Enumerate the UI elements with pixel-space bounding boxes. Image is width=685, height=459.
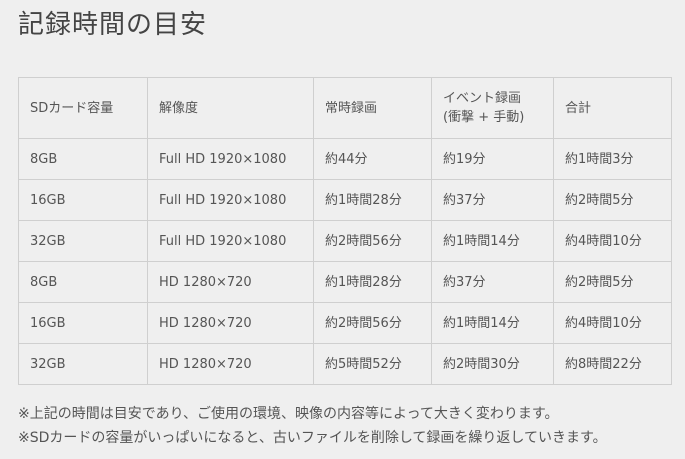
table-cell: 約1時間3分 xyxy=(553,138,672,180)
table-cell: 約37分 xyxy=(431,179,554,221)
table-cell: 8GB xyxy=(18,138,148,180)
table-cell: 約19分 xyxy=(431,138,554,180)
notes: ※上記の時間は目安であり、ご使用の環境、映像の内容等によって大きく変わります。 … xyxy=(18,402,607,450)
note-1: ※上記の時間は目安であり、ご使用の環境、映像の内容等によって大きく変わります。 xyxy=(18,406,559,422)
column-header: 常時録画 xyxy=(313,77,432,139)
table-cell: HD 1280×720 xyxy=(147,343,314,385)
page-title: 記録時間の目安 xyxy=(18,10,208,40)
table-cell: 16GB xyxy=(18,179,148,221)
column-header: イベント録画 (衝撃 + 手動) xyxy=(431,77,554,139)
table-cell: 8GB xyxy=(18,261,148,303)
table-cell: 約2時間5分 xyxy=(553,179,672,221)
table-cell: 約1時間14分 xyxy=(431,302,554,344)
table-cell: 約1時間14分 xyxy=(431,220,554,262)
table-cell: 約2時間56分 xyxy=(313,302,432,344)
table-row: 32GB HD 1280×720 約5時間52分 約2時間30分 約8時間22分 xyxy=(18,343,672,385)
table-row: 8GB Full HD 1920×1080 約44分 約19分 約1時間3分 xyxy=(18,138,672,180)
table-cell: 約2時間5分 xyxy=(553,261,672,303)
table-cell: 約8時間22分 xyxy=(553,343,672,385)
table-cell: HD 1280×720 xyxy=(147,302,314,344)
note-2: ※SDカードの容量がいっぱいになると、古いファイルを削除して録画を繰り返していき… xyxy=(18,430,607,446)
column-header: 解像度 xyxy=(147,77,314,139)
table-cell: 約2時間30分 xyxy=(431,343,554,385)
table-row: 16GB Full HD 1920×1080 約1時間28分 約37分 約2時間5分 xyxy=(18,179,672,221)
table-cell: 約5時間52分 xyxy=(313,343,432,385)
table-header-row: SDカード容量 解像度 常時録画 イベント録画 (衝撃 + 手動) 合計 xyxy=(18,77,672,139)
table-cell: 32GB xyxy=(18,220,148,262)
table-cell: Full HD 1920×1080 xyxy=(147,220,314,262)
column-header: 合計 xyxy=(553,77,672,139)
table-cell: 約1時間28分 xyxy=(313,179,432,221)
recording-time-table: SDカード容量 解像度 常時録画 イベント録画 (衝撃 + 手動) 合計 8GB Full… xyxy=(18,77,672,385)
table-cell: 32GB xyxy=(18,343,148,385)
table-cell: 16GB xyxy=(18,302,148,344)
table-cell: 約44分 xyxy=(313,138,432,180)
table-cell: 約4時間10分 xyxy=(553,220,672,262)
table-cell: 約37分 xyxy=(431,261,554,303)
table-cell: 約2時間56分 xyxy=(313,220,432,262)
table-cell: Full HD 1920×1080 xyxy=(147,138,314,180)
table-row: 8GB HD 1280×720 約1時間28分 約37分 約2時間5分 xyxy=(18,261,672,303)
table-row: 16GB HD 1280×720 約2時間56分 約1時間14分 約4時間10分 xyxy=(18,302,672,344)
table-row: 32GB Full HD 1920×1080 約2時間56分 約1時間14分 約4時間1… xyxy=(18,220,672,262)
table-cell: Full HD 1920×1080 xyxy=(147,179,314,221)
table-cell: 約1時間28分 xyxy=(313,261,432,303)
table-cell: 約4時間10分 xyxy=(553,302,672,344)
column-header: SDカード容量 xyxy=(18,77,148,139)
table-cell: HD 1280×720 xyxy=(147,261,314,303)
